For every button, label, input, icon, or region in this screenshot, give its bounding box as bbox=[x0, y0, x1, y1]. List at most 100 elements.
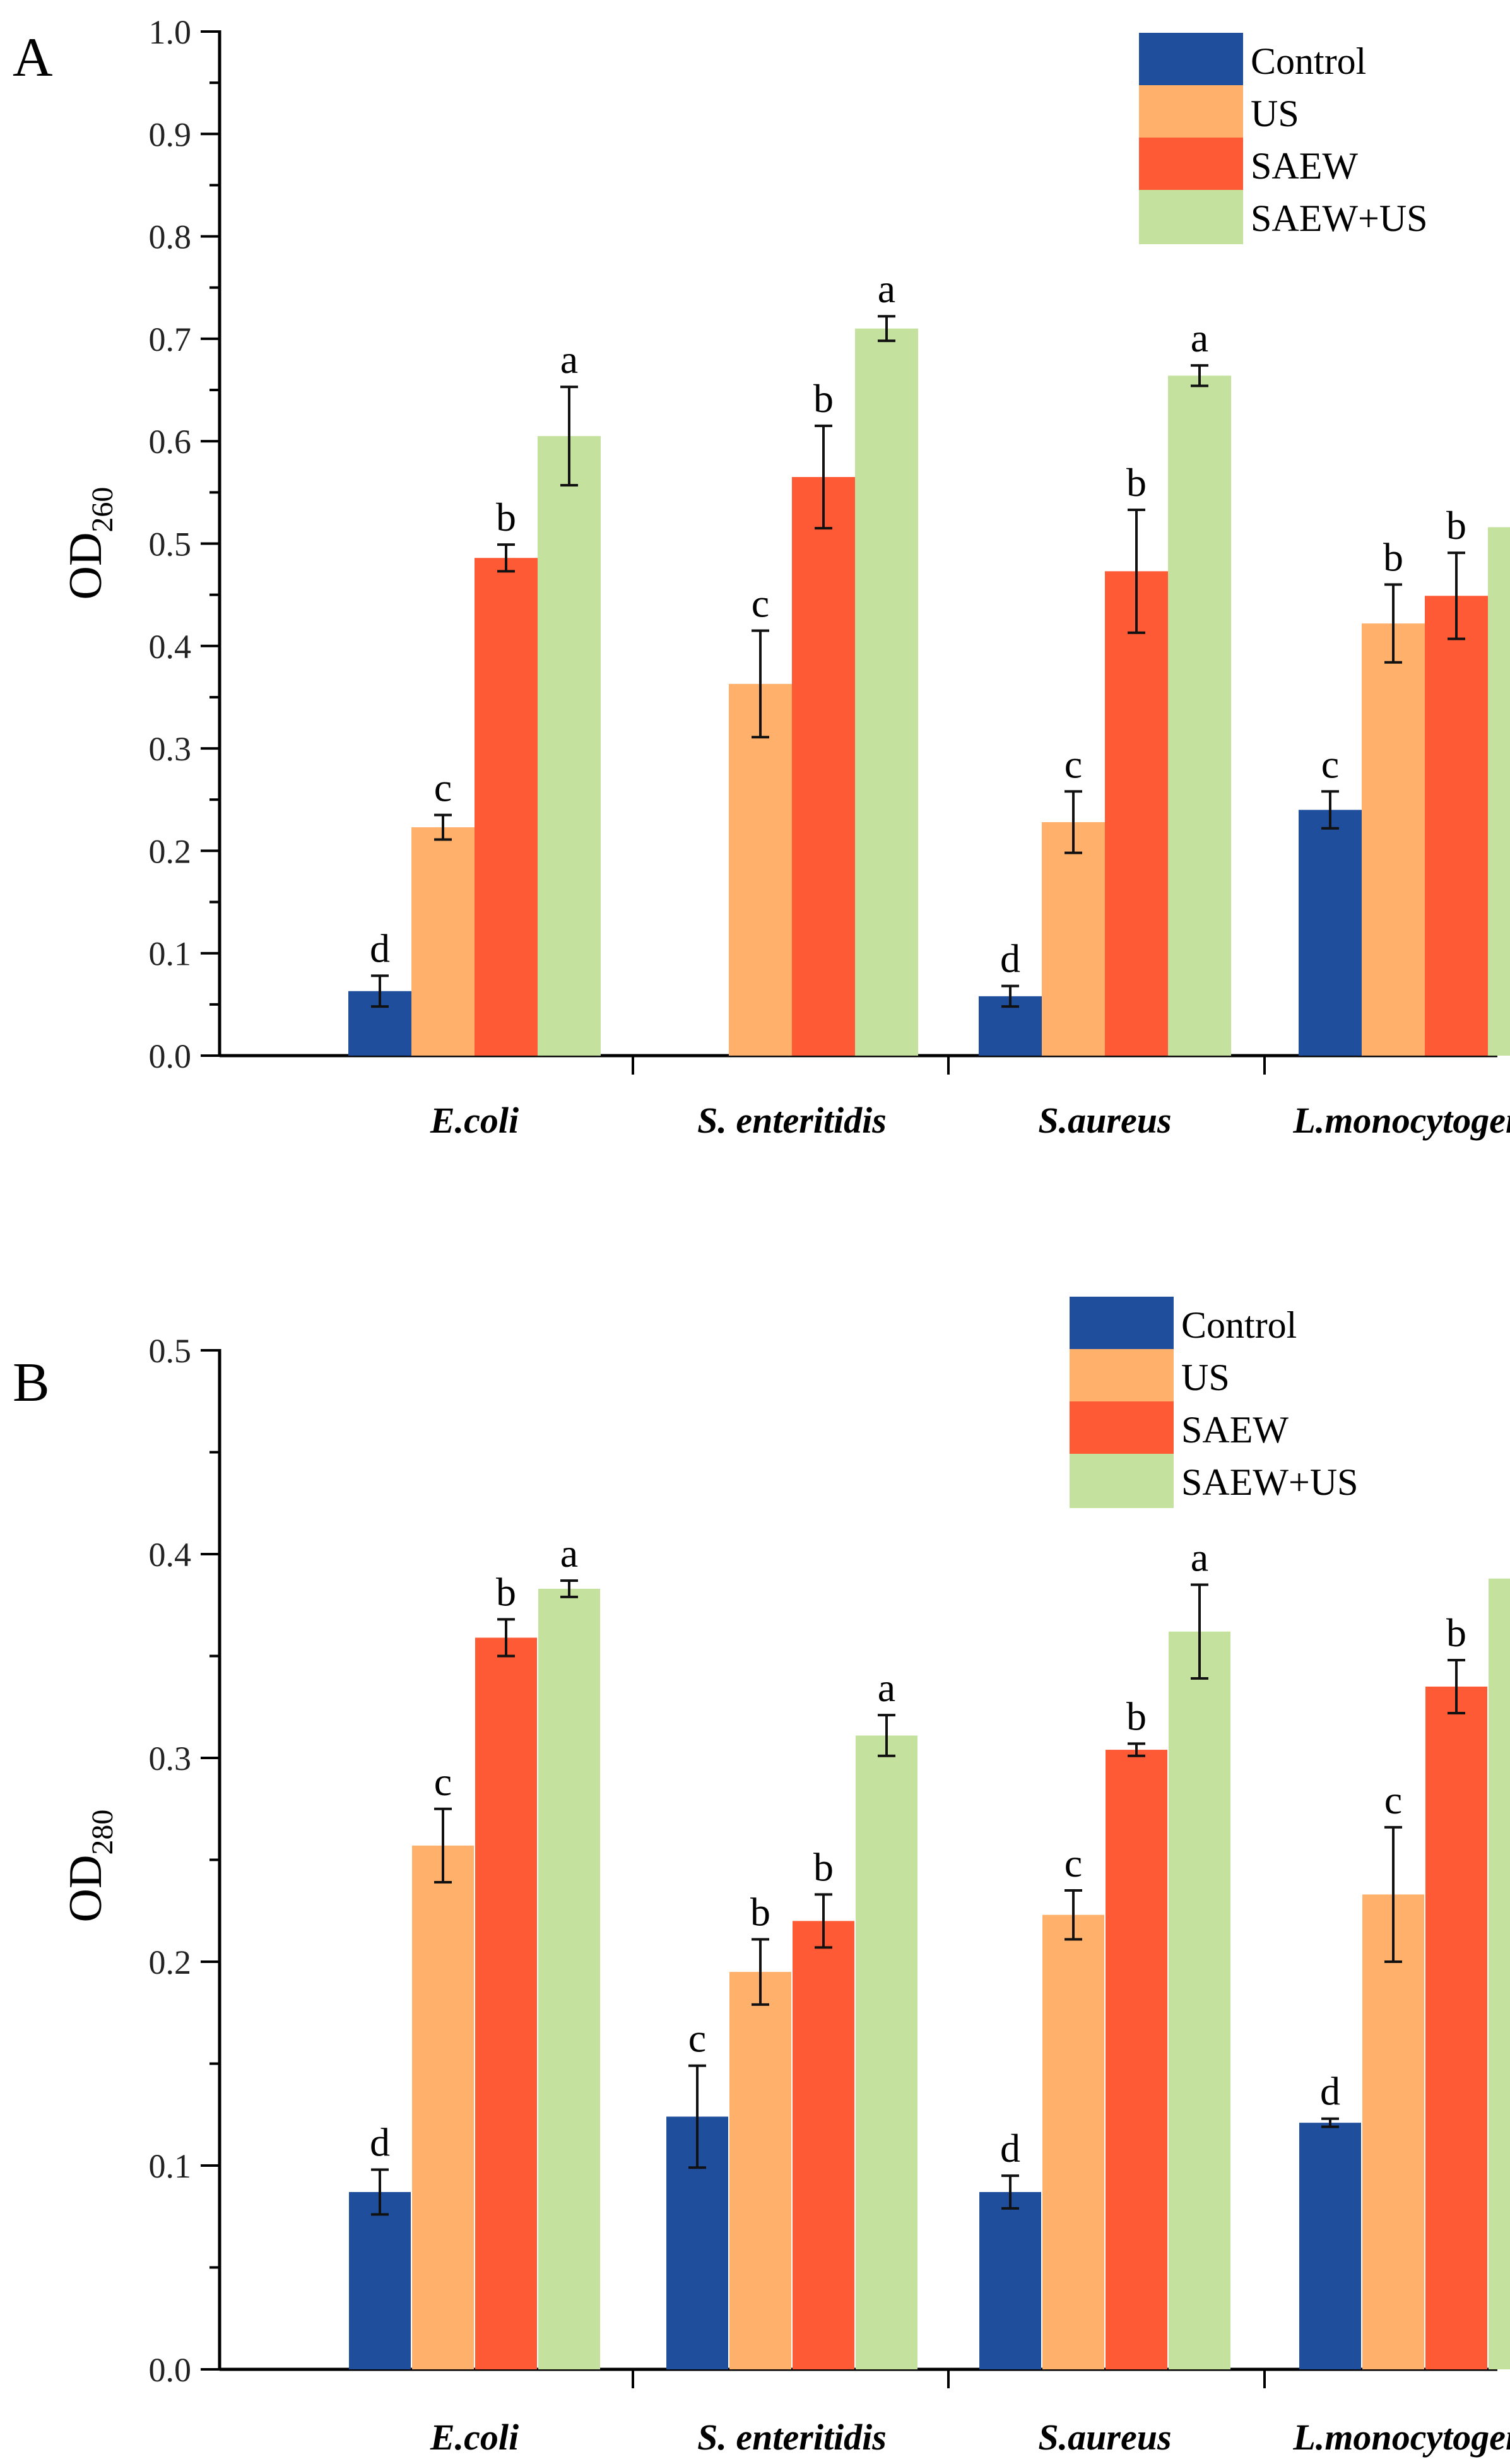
legend-label: SAEW+US bbox=[1251, 197, 1428, 239]
legend-label: US bbox=[1181, 1357, 1230, 1398]
y-tick-label: 0.3 bbox=[149, 730, 192, 768]
bar bbox=[1362, 623, 1425, 1056]
y-tick-label: 1.0 bbox=[149, 13, 192, 51]
x-category-label: E.coli bbox=[430, 2417, 519, 2458]
significance-letter: d bbox=[370, 926, 390, 970]
x-category-label: L.monocytogenes bbox=[1292, 1100, 1510, 1141]
bar bbox=[1106, 1750, 1167, 2369]
bar bbox=[1425, 596, 1488, 1056]
significance-letter: c bbox=[1321, 741, 1339, 786]
legend-swatch bbox=[1139, 190, 1243, 244]
significance-letter: a bbox=[560, 1531, 578, 1576]
bar bbox=[349, 2191, 411, 2369]
significance-letter: c bbox=[1384, 1777, 1402, 1822]
significance-letter: b bbox=[813, 1844, 834, 1889]
x-category-label: L.monocytogenes bbox=[1292, 2417, 1510, 2458]
bar bbox=[1299, 2123, 1361, 2369]
legend-label: SAEW+US bbox=[1181, 1461, 1359, 1503]
y-tick-label: 0.2 bbox=[149, 832, 192, 870]
significance-letter: c bbox=[434, 1759, 452, 1804]
significance-letter: b bbox=[1383, 534, 1403, 579]
legend-label: Control bbox=[1181, 1304, 1297, 1346]
significance-letter: d bbox=[1320, 2069, 1340, 2114]
y-tick-label: 0.2 bbox=[149, 1943, 192, 1981]
bar bbox=[855, 328, 918, 1056]
legend-label: SAEW bbox=[1251, 145, 1358, 187]
legend-label: SAEW bbox=[1181, 1409, 1289, 1451]
legend-swatch bbox=[1139, 138, 1243, 192]
y-tick-label: 0.1 bbox=[149, 2147, 192, 2185]
significance-letter: d bbox=[370, 2119, 390, 2164]
x-category-label: S.aureus bbox=[1038, 1100, 1171, 1141]
significance-letter: b bbox=[750, 1889, 770, 1934]
panel-letter: B bbox=[13, 1352, 50, 1413]
bar bbox=[411, 827, 475, 1056]
bar bbox=[1488, 527, 1510, 1056]
significance-letter: c bbox=[1065, 741, 1082, 786]
bar bbox=[792, 477, 855, 1056]
significance-letter: d bbox=[1000, 2126, 1020, 2171]
panel-letter: A bbox=[13, 27, 53, 88]
legend-swatch bbox=[1070, 1349, 1174, 1403]
bar bbox=[793, 1921, 854, 2369]
y-axis-label: OD280 bbox=[60, 1810, 119, 1923]
y-tick-label: 0.9 bbox=[149, 115, 192, 153]
significance-letter: b bbox=[1126, 1694, 1147, 1738]
significance-letter: c bbox=[688, 2016, 706, 2061]
bar bbox=[1042, 1914, 1104, 2369]
bar bbox=[475, 558, 538, 1056]
bar bbox=[979, 2191, 1041, 2369]
bar bbox=[538, 1588, 600, 2369]
legend-swatch bbox=[1070, 1297, 1174, 1351]
y-tick-label: 0.5 bbox=[149, 526, 192, 563]
significance-letter: b bbox=[1446, 1610, 1466, 1655]
significance-letter: b bbox=[1126, 460, 1147, 505]
legend-label: US bbox=[1251, 93, 1299, 134]
bar bbox=[1168, 375, 1231, 1056]
significance-letter: b bbox=[496, 1569, 516, 1614]
significance-letter: b bbox=[813, 376, 834, 421]
y-tick-label: 0.4 bbox=[149, 1536, 192, 1574]
bar bbox=[1489, 1578, 1510, 2369]
y-tick-label: 0.7 bbox=[149, 321, 192, 358]
significance-letter: c bbox=[434, 765, 452, 810]
legend-swatch bbox=[1139, 85, 1243, 139]
y-tick-label: 0.0 bbox=[149, 2351, 192, 2389]
legend: Control US SAEW SAEW+US bbox=[1070, 1297, 1359, 1508]
bar bbox=[729, 683, 792, 1056]
x-category-label: E.coli bbox=[430, 1100, 519, 1141]
bar bbox=[729, 1972, 791, 2369]
legend-swatch bbox=[1070, 1454, 1174, 1508]
bar bbox=[856, 1735, 917, 2369]
panel-b: B OD280 0.0 0.1 0.2 0.3 0.4 0.5 E.coli S. enterit… bbox=[13, 1297, 1510, 2458]
bar bbox=[1042, 822, 1105, 1056]
significance-letter: a bbox=[878, 266, 895, 311]
significance-letter: c bbox=[752, 581, 769, 625]
x-category-label: S. enteritidis bbox=[697, 1100, 887, 1141]
bar bbox=[1169, 1631, 1230, 2369]
significance-letter: d bbox=[1000, 936, 1020, 981]
bar bbox=[1105, 571, 1168, 1056]
x-category-label: S.aureus bbox=[1038, 2417, 1171, 2458]
y-tick-label: 0.3 bbox=[149, 1740, 192, 1777]
significance-letter: b bbox=[1446, 503, 1466, 548]
bar bbox=[412, 1845, 474, 2369]
bar bbox=[1299, 810, 1362, 1056]
legend: Control US SAEW SAEW+US bbox=[1139, 33, 1428, 244]
significance-letter: a bbox=[1191, 315, 1208, 360]
legend-swatch bbox=[1139, 33, 1243, 87]
y-tick-label: 0.6 bbox=[149, 423, 192, 461]
significance-letter: a bbox=[878, 1665, 895, 1710]
y-axis-label: OD260 bbox=[60, 487, 119, 600]
bar bbox=[538, 436, 601, 1056]
bar bbox=[1425, 1686, 1487, 2369]
y-tick-label: 0.4 bbox=[149, 628, 192, 666]
y-tick-label: 0.0 bbox=[149, 1037, 192, 1075]
panel-a: A OD260 0.0 0.1 0.2 0.3 0.4 0.5 0.6 0.7 0.8 0.9 1.0 E… bbox=[13, 13, 1510, 1141]
bar bbox=[1362, 1894, 1424, 2369]
y-tick-label: 0.1 bbox=[149, 935, 192, 973]
significance-letter: b bbox=[496, 495, 516, 539]
y-tick-label: 0.5 bbox=[149, 1332, 192, 1370]
significance-letter: a bbox=[1191, 1535, 1208, 1579]
